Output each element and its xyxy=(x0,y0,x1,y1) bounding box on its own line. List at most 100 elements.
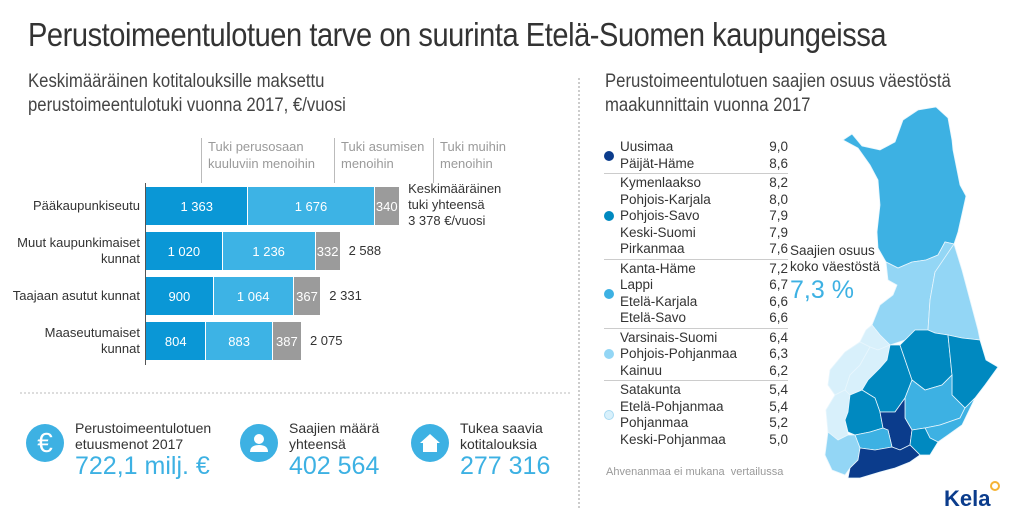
region-value: 5,0 xyxy=(769,431,788,447)
series-label-basic: Tuki perusosaan kuuluviin menoihin xyxy=(201,138,315,183)
axis-line xyxy=(145,183,146,365)
region-value: 7,9 xyxy=(769,224,788,240)
legend-swatch-icon xyxy=(604,410,614,420)
region-value: 5,4 xyxy=(769,398,788,414)
region-value: 8,0 xyxy=(769,191,788,207)
bar-chart-title: Keskimääräinen kotitalouksille maksettu … xyxy=(28,70,346,118)
region-value: 8,6 xyxy=(769,155,788,171)
data-label: 387 xyxy=(276,333,298,349)
euro-icon: € xyxy=(26,424,64,462)
region-lappi xyxy=(842,106,967,269)
house-icon xyxy=(411,424,449,462)
legend-item: Etelä-Karjala 6,6 xyxy=(604,294,788,311)
stat-expenditure: € Perustoimeentulotuen etuusmenot 2017 722… xyxy=(26,420,211,480)
region-pohjois-karjala xyxy=(947,334,999,409)
map-note: Ahvenanmaa ei mukana vertailussa xyxy=(606,466,784,478)
legend-group: Varsinais-Suomi 6,4 Pohjois-Pohjanmaa 6,3 Ka… xyxy=(604,329,788,381)
subtitle-line: perustoimeentulotuki vuonna 2017, €/vuos… xyxy=(28,95,346,116)
data-label: 367 xyxy=(296,288,318,304)
label-line: menoihin xyxy=(440,156,493,171)
data-label: 1 676 xyxy=(294,198,328,214)
legend-swatch-icon xyxy=(604,288,614,299)
stat-label: Saajien määrä xyxy=(289,420,380,436)
bar-segment: 332 xyxy=(315,232,340,270)
series-label-housing: Tuki asumisen menoihin xyxy=(334,138,424,183)
legend-item: Etelä-Savo 6,6 xyxy=(604,310,788,327)
region-name: Pohjois-Pohjanmaa xyxy=(620,346,738,361)
legend-swatch-icon xyxy=(604,349,614,360)
total-share: Saajien osuus koko väestöstä 7,3 % xyxy=(790,243,880,305)
label-line: Maaseutumaiset xyxy=(44,325,140,340)
legend-item: Kymenlaakso 8,2 xyxy=(604,175,788,192)
region-value: 6,6 xyxy=(769,310,788,325)
legend-swatch-icon xyxy=(604,211,614,222)
bar-segment: 1 363 xyxy=(146,187,248,225)
total-label: 2 331 xyxy=(329,288,362,303)
stat-value: 722,1 milj. € xyxy=(75,452,210,480)
region-value: 7,2 xyxy=(769,260,788,276)
label-line: Tuki muihin xyxy=(440,139,506,154)
map-title: Perustoimeentulotuen saajien osuus väest… xyxy=(605,70,951,118)
bar-segment: 900 xyxy=(146,277,213,315)
region-value: 6,3 xyxy=(769,346,788,361)
region-value: 9,0 xyxy=(769,139,788,154)
bar-segment: 367 xyxy=(293,277,321,315)
data-label: 1 363 xyxy=(180,198,214,214)
bar-segment: 1 676 xyxy=(248,187,374,225)
legend-item: Varsinais-Suomi 6,4 xyxy=(604,330,788,347)
label-line: Tuki perusosaan xyxy=(208,139,304,154)
legend-group: Satakunta 5,4 Etelä-Pohjanmaa 5,4 Pohjanmaa 5… xyxy=(604,381,788,449)
region-name: Etelä-Savo xyxy=(620,310,687,325)
category-label: Maaseutumaiset kunnat xyxy=(45,325,140,357)
person-icon xyxy=(240,424,278,462)
data-label: 332 xyxy=(316,243,339,259)
label-line: kunnat xyxy=(100,341,140,356)
legend-item: Kainuu 6,2 xyxy=(604,363,788,380)
bar-segment: 340 xyxy=(374,187,400,225)
legend-item: Päijät-Häme 8,6 xyxy=(604,156,788,173)
region-value: 8,2 xyxy=(769,175,788,190)
data-label: 1 236 xyxy=(252,243,285,259)
region-name: Keski-Pohjanmaa xyxy=(620,431,726,447)
divider xyxy=(578,78,580,508)
data-label: 340 xyxy=(375,198,398,214)
region-name: Kymenlaakso xyxy=(620,175,702,190)
label-line: kuuluviin menoihin xyxy=(208,156,315,171)
legend-group: Kymenlaakso 8,2 Pohjois-Karjala 8,0 Pohjois-… xyxy=(604,174,788,260)
legend-item: Pohjois-Savo 7,9 xyxy=(604,208,788,225)
stat-value: 402 564 xyxy=(289,452,380,480)
divider xyxy=(20,392,570,394)
region-name: Uusimaa xyxy=(620,139,674,154)
region-uusimaa xyxy=(847,444,921,479)
region-name: Pirkanmaa xyxy=(620,241,685,256)
label-line: Muut kaupunkimaiset xyxy=(17,235,140,250)
region-name: Satakunta xyxy=(620,382,681,397)
region-value: 7,6 xyxy=(769,241,788,256)
legend-item: Pirkanmaa 7,6 xyxy=(604,241,788,258)
region-value: 6,4 xyxy=(769,329,788,345)
bar-segment: 1 020 xyxy=(146,232,222,270)
region-name: Lappi xyxy=(620,277,654,292)
legend-item: Pohjois-Karjala 8,0 xyxy=(604,192,788,209)
legend-item: Uusimaa 9,0 xyxy=(604,139,788,156)
stat-households: Tukea saavia kotitalouksia 277 316 xyxy=(411,420,550,480)
legend-item: Keski-Suomi 7,9 xyxy=(604,225,788,242)
legend-item: Kanta-Häme 7,2 xyxy=(604,261,788,278)
region-name: Etelä-Pohjanmaa xyxy=(620,398,724,414)
region-name: Kanta-Häme xyxy=(620,260,696,276)
region-value: 7,9 xyxy=(769,208,788,223)
bar-segment: 387 xyxy=(272,322,301,360)
total-share-value: 7,3 % xyxy=(790,276,854,304)
label-line: Pääkaupunkiseutu xyxy=(33,198,140,213)
region-value: 6,6 xyxy=(769,293,788,309)
data-label: 900 xyxy=(168,288,191,304)
total-label: 2 588 xyxy=(348,243,382,258)
series-label-other: Tuki muihin menoihin xyxy=(433,138,506,183)
stat-label: Perustoimeentulotuen xyxy=(75,420,212,436)
label-line: menoihin xyxy=(341,156,394,171)
region-value: 6,2 xyxy=(769,362,788,378)
legend-swatch-icon xyxy=(604,150,614,161)
region-name: Pohjanmaa xyxy=(620,415,689,430)
label-line: Taajaan asutut kunnat xyxy=(12,288,140,303)
